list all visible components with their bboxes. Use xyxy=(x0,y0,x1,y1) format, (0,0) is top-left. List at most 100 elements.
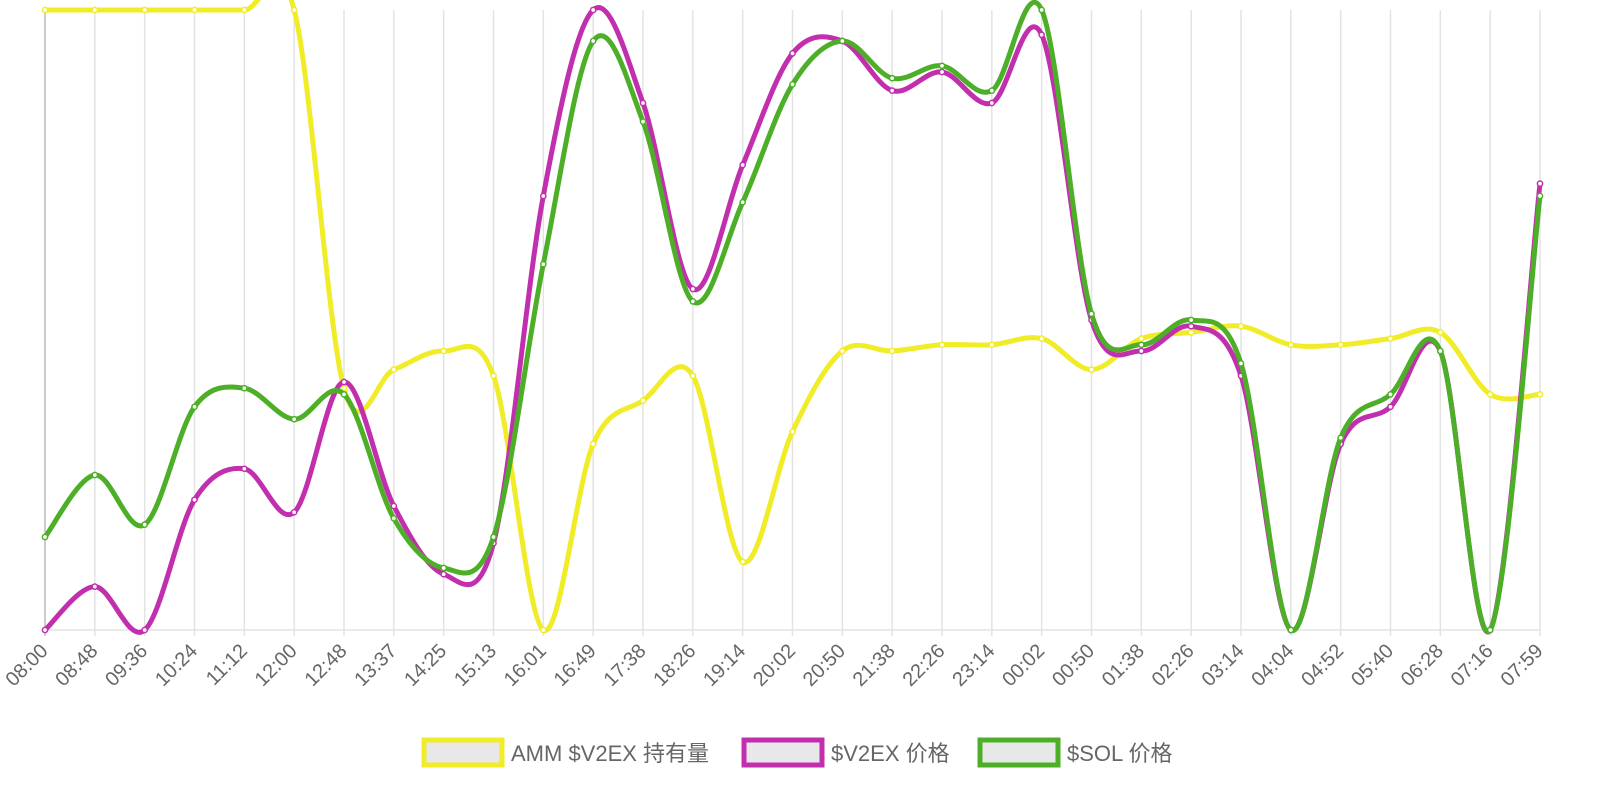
x-tick-label: 07:59 xyxy=(1497,640,1548,691)
x-tick-label: 09:36 xyxy=(101,640,152,691)
legend-label: AMM $V2EX 持有量 xyxy=(511,741,709,766)
data-point xyxy=(490,533,497,541)
data-point xyxy=(290,6,298,14)
data-point xyxy=(838,347,846,355)
data-point xyxy=(1486,626,1494,634)
x-tick-label: 10:24 xyxy=(151,640,202,691)
legend-item[interactable]: $SOL 价格 xyxy=(977,737,1173,768)
legend-item[interactable]: $V2EX 价格 xyxy=(741,737,950,768)
data-point xyxy=(1387,391,1394,398)
data-point xyxy=(1436,347,1444,355)
data-point xyxy=(1187,316,1195,324)
data-point xyxy=(1287,626,1295,634)
data-point xyxy=(1436,329,1444,336)
x-tick-label: 16:49 xyxy=(550,640,601,691)
x-tick-label: 23:14 xyxy=(948,640,999,691)
data-point xyxy=(1237,322,1245,330)
data-point xyxy=(689,372,697,380)
x-tick-label: 03:14 xyxy=(1198,640,1249,691)
legend-item[interactable]: AMM $V2EX 持有量 xyxy=(421,737,709,768)
data-point xyxy=(1387,403,1394,411)
legend-label: $V2EX 价格 xyxy=(831,741,950,766)
data-point xyxy=(41,6,49,14)
data-point xyxy=(41,626,49,634)
data-point xyxy=(1337,341,1345,349)
x-tick-label: 14:25 xyxy=(400,640,451,691)
data-point xyxy=(789,81,796,88)
data-point xyxy=(1287,341,1295,349)
x-tick-label: 06:28 xyxy=(1397,640,1448,691)
data-point xyxy=(240,384,248,392)
x-tick-label: 11:12 xyxy=(202,640,252,690)
data-point xyxy=(1536,391,1544,398)
x-tick-label: 08:00 xyxy=(2,640,53,691)
data-point xyxy=(141,521,149,528)
data-point xyxy=(1088,310,1095,318)
data-point xyxy=(988,341,996,349)
data-point xyxy=(589,37,597,45)
x-tick-label: 12:00 xyxy=(251,640,302,691)
data-point xyxy=(789,428,796,435)
x-tick-label: 12:48 xyxy=(301,640,352,691)
data-point xyxy=(539,192,547,200)
x-tick-label: 20:02 xyxy=(749,640,800,691)
data-point xyxy=(191,6,198,14)
data-point xyxy=(739,198,747,206)
data-point xyxy=(689,298,697,305)
chart-series xyxy=(41,0,1544,635)
data-point xyxy=(1088,366,1095,373)
data-point xyxy=(1038,6,1046,14)
data-point xyxy=(141,6,149,14)
data-point xyxy=(390,366,398,373)
data-point xyxy=(539,260,547,268)
data-point xyxy=(91,471,99,479)
x-tick-label: 04:52 xyxy=(1297,640,1348,691)
legend-swatch xyxy=(741,737,825,768)
data-point xyxy=(1137,335,1145,342)
data-point xyxy=(141,626,149,634)
data-point xyxy=(739,161,747,169)
chart-legend: AMM $V2EX 持有量 $V2EX 价格 $SOL 价格 xyxy=(421,737,1173,768)
data-point xyxy=(888,347,896,355)
data-point xyxy=(1237,360,1245,367)
data-point xyxy=(440,564,448,572)
x-tick-label: 02:26 xyxy=(1148,640,1199,691)
data-point xyxy=(589,6,597,14)
data-point xyxy=(938,341,946,349)
data-point xyxy=(689,285,697,293)
data-point xyxy=(988,99,996,107)
legend-label: $SOL 价格 xyxy=(1067,741,1173,766)
data-point xyxy=(191,403,198,411)
data-point xyxy=(739,558,747,566)
data-point xyxy=(639,397,647,404)
x-tick-label: 05:40 xyxy=(1347,640,1398,691)
data-point xyxy=(390,515,398,522)
data-point xyxy=(988,87,996,94)
series-amm-v2ex xyxy=(41,0,1544,634)
data-point xyxy=(589,440,597,448)
data-point xyxy=(838,37,846,45)
data-point xyxy=(440,570,448,578)
x-tick-label: 19:14 xyxy=(699,640,750,691)
x-tick-label: 18:26 xyxy=(649,640,700,691)
data-point xyxy=(1137,347,1145,355)
x-tick-label: 07:16 xyxy=(1447,640,1498,691)
data-point xyxy=(91,583,99,590)
x-tick-label: 13:37 xyxy=(350,640,401,691)
x-tick-label: 04:04 xyxy=(1247,640,1298,691)
data-point xyxy=(440,347,448,355)
data-point xyxy=(340,384,348,392)
x-tick-label: 01:38 xyxy=(1098,640,1149,691)
data-point xyxy=(1137,341,1145,349)
data-point xyxy=(91,6,99,14)
data-point xyxy=(888,87,896,94)
data-point xyxy=(1187,322,1195,330)
data-point xyxy=(240,465,248,473)
data-point xyxy=(290,415,298,423)
data-point xyxy=(1486,391,1494,398)
x-tick-label: 00:02 xyxy=(998,640,1049,691)
data-point xyxy=(1387,335,1394,342)
data-point xyxy=(240,6,248,14)
